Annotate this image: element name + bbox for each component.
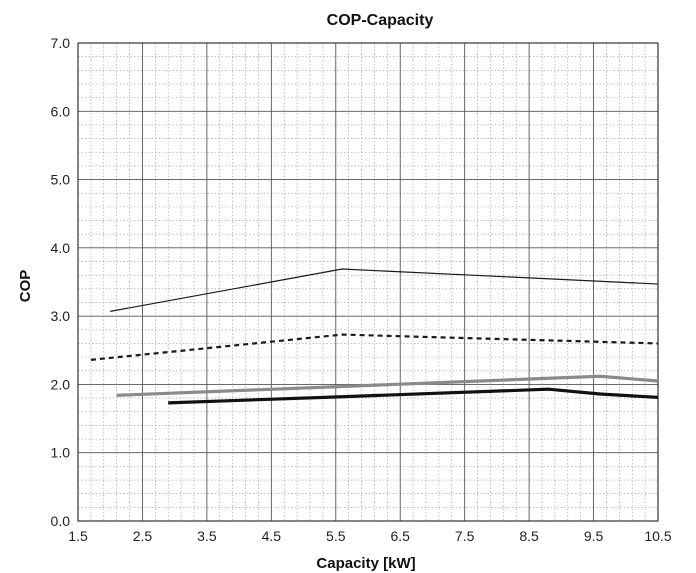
x-tick-label: 8.5 xyxy=(519,528,539,544)
x-tick-label: 5.5 xyxy=(326,528,346,544)
series-layer xyxy=(90,268,659,405)
series-line-3 xyxy=(116,374,659,397)
y-tick-label: 6.0 xyxy=(51,103,71,119)
chart-title: COP-Capacity xyxy=(327,12,434,29)
x-tick-label: 1.5 xyxy=(68,528,88,544)
series-line-1 xyxy=(110,268,659,312)
y-tick-label: 0.0 xyxy=(51,513,71,529)
series-line-2 xyxy=(90,333,659,361)
y-tick-label: 3.0 xyxy=(51,308,71,324)
major-grid xyxy=(77,42,659,522)
y-axis-label: COP xyxy=(17,270,34,303)
x-tick-label: 2.5 xyxy=(133,528,153,544)
x-tick-labels: 1.5 2.5 3.5 4.5 5.5 6.5 7.5 8.5 9.5 10.5 xyxy=(68,528,672,544)
x-axis-label: Capacity [kW] xyxy=(316,555,415,572)
x-tick-label: 3.5 xyxy=(197,528,217,544)
y-tick-label: 5.0 xyxy=(51,172,71,188)
x-tick-label: 10.5 xyxy=(644,528,671,544)
y-tick-label: 2.0 xyxy=(51,376,71,392)
x-tick-label: 9.5 xyxy=(584,528,604,544)
x-tick-label: 6.5 xyxy=(390,528,410,544)
series-line-4 xyxy=(168,387,659,405)
y-tick-labels: 0.0 1.0 2.0 3.0 4.0 5.0 6.0 7.0 xyxy=(51,35,71,529)
y-tick-label: 7.0 xyxy=(51,35,71,51)
x-tick-label: 4.5 xyxy=(262,528,282,544)
x-tick-label: 7.5 xyxy=(455,528,475,544)
y-tick-label: 1.0 xyxy=(51,445,71,461)
minor-grid xyxy=(78,43,658,521)
y-tick-label: 4.0 xyxy=(51,240,71,256)
plot-frame xyxy=(77,42,659,522)
